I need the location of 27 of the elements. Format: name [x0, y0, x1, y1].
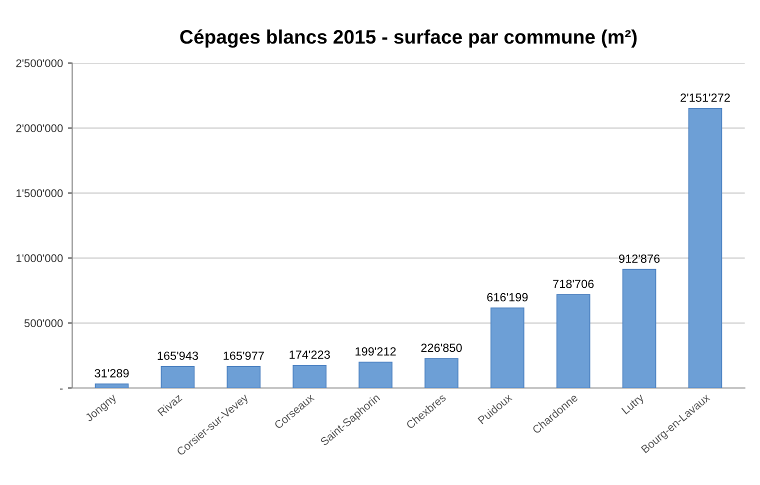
- bar: [292, 364, 326, 388]
- bar: [490, 307, 524, 388]
- y-tick-label: 2'000'000: [16, 124, 63, 132]
- chart-title: Cépages blancs 2015 - surface par commune (m²): [180, 29, 637, 48]
- data-label: 226'850: [421, 344, 462, 352]
- data-label: 31'289: [94, 369, 129, 378]
- data-label: 165'977: [224, 352, 264, 360]
- bar: [688, 108, 722, 388]
- y-tick-label: 2'500'000: [16, 59, 63, 68]
- data-label: 174'223: [290, 350, 330, 359]
- data-label: 912'876: [619, 254, 660, 263]
- data-label: 199'212: [356, 347, 396, 356]
- bar: [424, 358, 458, 388]
- bar: [160, 366, 195, 388]
- bar: [556, 294, 590, 388]
- y-tick-label: 1'000'000: [16, 254, 63, 262]
- y-tick-label: -: [60, 388, 63, 390]
- bar: [94, 384, 129, 388]
- y-tick-label: 500'000: [24, 319, 63, 328]
- data-label: 165'943: [158, 352, 198, 360]
- bar: [358, 362, 392, 388]
- bar: [622, 268, 656, 388]
- data-label: 718'706: [553, 280, 594, 288]
- bar: [226, 366, 261, 388]
- y-tick-label: 1'500'000: [16, 189, 63, 198]
- data-label: 2'151'272: [680, 94, 730, 102]
- data-label: 616'199: [487, 293, 528, 302]
